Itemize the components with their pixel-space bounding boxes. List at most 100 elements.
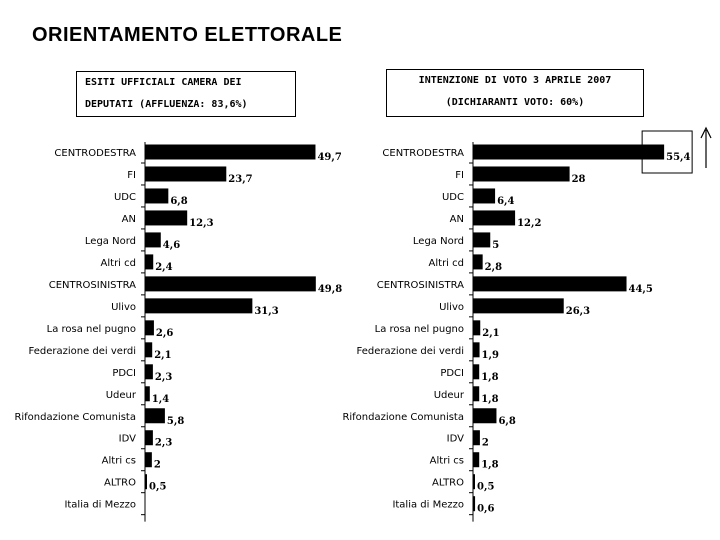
right-bar — [473, 408, 497, 424]
left-category-label: CENTRODESTRA — [54, 148, 136, 159]
left-data-label: 2,1 — [154, 350, 171, 361]
right-data-label: 12,2 — [517, 218, 541, 229]
left-caption-line-2: DEPUTATI (AFFLUENZA: 83,6%) — [85, 99, 248, 110]
left-data-label: 49,8 — [318, 284, 342, 295]
left-bar — [145, 386, 150, 402]
right-bar — [473, 364, 480, 380]
right-bar — [473, 188, 496, 204]
right-data-label: 44,5 — [629, 284, 653, 295]
left-bar — [145, 232, 161, 248]
left-data-label: 49,7 — [317, 152, 341, 163]
right-bar — [473, 166, 570, 182]
right-chart-caption: INTENZIONE DI VOTO 3 APRILE 2007 (DICHIA… — [386, 69, 644, 117]
left-data-label: 2 — [154, 460, 161, 471]
right-data-label: 28 — [572, 174, 586, 185]
right-category-label: Altri cd — [429, 258, 464, 269]
left-category-label: FI — [127, 170, 136, 181]
left-data-label: 12,3 — [189, 218, 213, 229]
left-bar — [145, 474, 147, 490]
right-bar — [473, 430, 480, 446]
right-data-label: 1,8 — [481, 394, 498, 405]
left-bar — [145, 276, 316, 292]
left-data-label: 6,8 — [170, 196, 187, 207]
left-category-label: CENTROSINISTRA — [49, 280, 136, 291]
right-data-label: 26,3 — [566, 306, 590, 317]
left-category-label: UDC — [114, 192, 136, 203]
left-data-label: 4,6 — [163, 240, 180, 251]
page-title: ORIENTAMENTO ELETTORALE — [32, 24, 343, 46]
left-category-label: IDV — [119, 434, 136, 445]
right-data-label: 2 — [482, 438, 489, 449]
right-data-label: 5 — [492, 240, 499, 251]
right-category-label: CENTRODESTRA — [382, 148, 464, 159]
left-category-label: Lega Nord — [85, 236, 136, 247]
left-bar — [145, 254, 154, 270]
right-category-label: Rifondazione Comunista — [342, 412, 464, 423]
left-category-label: Altri cs — [102, 456, 136, 467]
left-bar — [145, 430, 153, 446]
left-category-label: Italia di Mezzo — [64, 500, 136, 511]
right-bar — [473, 320, 481, 336]
left-bar — [145, 408, 165, 424]
left-category-label: Federazione dei verdi — [29, 346, 137, 357]
right-bar — [473, 254, 483, 270]
left-category-label: Ulivo — [111, 302, 136, 313]
left-data-label: 0,5 — [149, 482, 166, 493]
right-category-label: PDCI — [440, 368, 464, 379]
right-bar — [473, 144, 665, 160]
right-category-label: Ulivo — [439, 302, 464, 313]
right-data-label: 1,8 — [481, 460, 498, 471]
right-caption-line-2: (DICHIARANTI VOTO: 60%) — [445, 97, 585, 108]
right-data-label: 6,8 — [498, 416, 515, 427]
left-category-label: ALTRO — [104, 478, 136, 489]
left-data-label: 2,3 — [155, 372, 172, 383]
right-bar — [473, 276, 627, 292]
left-data-label: 2,6 — [156, 328, 173, 339]
left-category-label: AN — [122, 214, 136, 225]
left-category-label: Udeur — [106, 390, 137, 401]
highlight-box — [641, 130, 693, 174]
right-category-label: Udeur — [434, 390, 465, 401]
right-data-label: 2,8 — [485, 262, 502, 273]
right-bar — [473, 298, 564, 314]
left-data-label: 2,4 — [155, 262, 172, 273]
right-category-label: Altri cs — [430, 456, 464, 467]
right-category-label: ALTRO — [432, 478, 464, 489]
right-bar — [473, 386, 480, 402]
right-bar — [473, 452, 480, 468]
right-data-label: 0,6 — [477, 504, 494, 515]
right-category-label: AN — [450, 214, 464, 225]
left-data-label: 2,3 — [155, 438, 172, 449]
right-category-label: CENTROSINISTRA — [377, 280, 464, 291]
left-category-label: La rosa nel pugno — [47, 324, 136, 335]
right-bar — [473, 474, 475, 490]
left-category-label: PDCI — [112, 368, 136, 379]
right-category-label: FI — [455, 170, 464, 181]
right-data-label: 1,9 — [482, 350, 499, 361]
left-bar — [145, 298, 253, 314]
up-arrow-icon — [700, 126, 712, 139]
left-data-label: 5,8 — [167, 416, 184, 427]
left-bar — [145, 188, 169, 204]
right-category-label: Federazione dei verdi — [357, 346, 465, 357]
left-data-label: 23,7 — [228, 174, 252, 185]
right-data-label: 0,5 — [477, 482, 494, 493]
right-category-label: La rosa nel pugno — [375, 324, 464, 335]
right-category-label: UDC — [442, 192, 464, 203]
left-data-label: 1,4 — [152, 394, 169, 405]
right-category-label: Italia di Mezzo — [392, 500, 464, 511]
right-data-label: 1,8 — [481, 372, 498, 383]
left-chart-caption: ESITI UFFICIALI CAMERA DEI DEPUTATI (AFF… — [76, 71, 296, 117]
right-caption-line-1: INTENZIONE DI VOTO 3 APRILE 2007 — [418, 75, 612, 86]
left-category-label: Altri cd — [101, 258, 136, 269]
right-data-label: 2,1 — [482, 328, 499, 339]
right-bar — [473, 232, 491, 248]
right-bar — [473, 342, 480, 358]
right-category-label: IDV — [447, 434, 464, 445]
left-data-label: 31,3 — [254, 306, 278, 317]
right-data-label: 55,4 — [666, 152, 690, 163]
left-bar — [145, 452, 152, 468]
left-category-label: Rifondazione Comunista — [14, 412, 136, 423]
left-bar — [145, 166, 227, 182]
